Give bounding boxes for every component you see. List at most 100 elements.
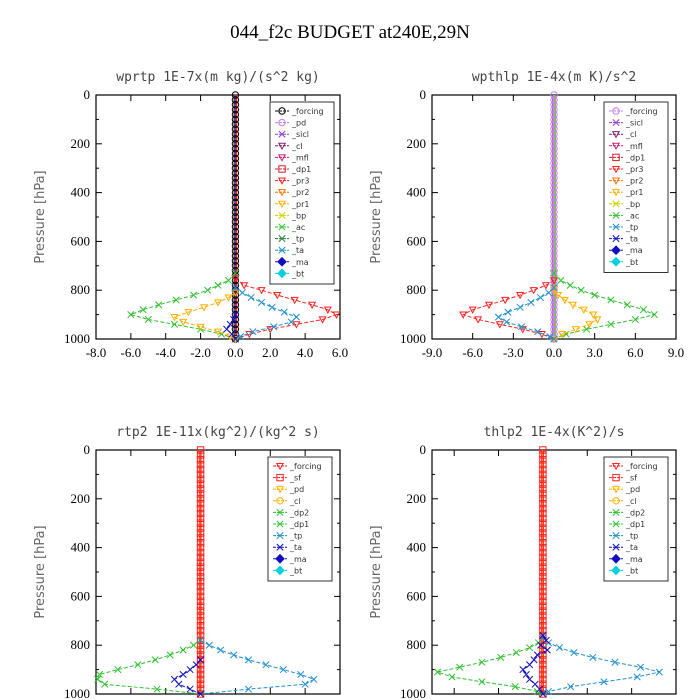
- data-point: [273, 292, 282, 300]
- data-point: [279, 666, 287, 674]
- data-point: [203, 286, 212, 294]
- data-point: [623, 301, 631, 309]
- data-point: [484, 301, 493, 310]
- legend-label: _tp: [289, 532, 302, 541]
- zero-marker: [550, 247, 558, 255]
- zero-marker: [196, 485, 205, 493]
- zero-marker: [231, 101, 240, 109]
- zero-marker: [550, 96, 558, 104]
- y-tick-label: 400: [71, 540, 91, 555]
- zero-marker: [196, 612, 205, 620]
- data-point: [231, 311, 239, 319]
- data-point: [539, 631, 547, 639]
- data-point: [170, 313, 179, 322]
- data-point: [516, 303, 524, 311]
- legend-label: _cl: [291, 142, 303, 151]
- data-point: [568, 301, 578, 310]
- zero-marker: [550, 223, 558, 231]
- data-point: [536, 685, 544, 693]
- y-tick-label: 200: [71, 491, 91, 506]
- data-point: [529, 287, 538, 295]
- data-point: [579, 306, 588, 314]
- legend-marker: [612, 473, 620, 482]
- zero-marker: [539, 612, 547, 620]
- data-point: [237, 333, 245, 341]
- legend-label: _forcing: [291, 107, 324, 116]
- zero-marker: [196, 587, 205, 596]
- data-point: [512, 648, 520, 657]
- zero-marker: [196, 656, 205, 664]
- zero-marker: [196, 519, 205, 527]
- data-point: [224, 276, 233, 284]
- legend-marker: [275, 565, 285, 576]
- data-point: [504, 308, 512, 316]
- legend: _forcing _pd _sicl _cl _mfl _dp1 _pr3 _pr2 _pr1 _…: [269, 101, 335, 285]
- y-axis-label: Pressure [hPa]: [33, 170, 48, 263]
- zero-marker: [231, 96, 240, 104]
- data-point: [631, 315, 639, 324]
- series-line-bp: [129, 272, 236, 340]
- zero-marker: [539, 524, 547, 532]
- data-point: [570, 648, 578, 657]
- zero-marker: [539, 529, 547, 537]
- data-point: [170, 320, 178, 328]
- zero-marker: [231, 135, 240, 143]
- legend-label: _sicl: [625, 119, 643, 128]
- x-tick-label: 4.0: [297, 345, 313, 360]
- zero-marker: [550, 169, 558, 177]
- data-point: [318, 316, 327, 324]
- legend-label: _cl: [289, 497, 301, 506]
- data-point: [537, 331, 546, 339]
- data-point: [459, 311, 468, 319]
- zero-marker: [196, 680, 205, 688]
- zero-marker: [196, 597, 205, 605]
- chart-panel-1: wprtp 1E-7x(m kg)/(s^2 kg) 0 200 400 600 800 1…: [33, 70, 348, 360]
- series-line-tp: [235, 287, 298, 340]
- zero-marker: [196, 490, 205, 498]
- data-point: [186, 666, 194, 674]
- data-point: [550, 335, 558, 343]
- zero-marker: [231, 169, 240, 177]
- zero-marker: [196, 548, 205, 557]
- data-point: [213, 328, 223, 336]
- x-tick-label: 9.0: [668, 345, 684, 360]
- data-point: [214, 281, 222, 289]
- zero-marker: [231, 115, 240, 124]
- data-point: [266, 326, 275, 334]
- data-point: [240, 282, 249, 290]
- zero-marker: [539, 592, 547, 601]
- data-point: [589, 653, 597, 661]
- zero-marker: [539, 578, 547, 586]
- zero-marker: [196, 470, 205, 479]
- x-tick-label: -9.0: [422, 345, 443, 360]
- zero-marker: [539, 539, 547, 547]
- legend: _forcing _sf _pd _cl _dp2 _dp1 _tp _ta _ma _bt: [603, 456, 669, 582]
- data-point: [297, 670, 305, 679]
- zero-marker: [550, 154, 558, 163]
- legend-marker: [611, 462, 621, 471]
- y-axis-label: Pressure [hPa]: [369, 170, 384, 263]
- data-point: [257, 287, 266, 295]
- data-point: [555, 644, 564, 652]
- zero-marker: [196, 504, 205, 513]
- legend-marker: [611, 245, 621, 256]
- zero-marker: [550, 149, 558, 158]
- zero-marker: [196, 578, 205, 586]
- zero-marker: [196, 563, 205, 571]
- zero-marker: [550, 306, 558, 314]
- zero-marker: [539, 558, 547, 566]
- data-point: [557, 276, 565, 284]
- zero-marker: [550, 188, 558, 197]
- legend-label: _dp2: [625, 508, 645, 517]
- data-point: [503, 318, 511, 326]
- data-point: [543, 646, 551, 654]
- data-point: [511, 683, 519, 691]
- zero-marker: [550, 242, 558, 250]
- zero-marker: [550, 135, 558, 143]
- legend-label: _bp: [291, 211, 306, 220]
- zero-marker: [550, 227, 558, 236]
- series-line-pr3: [461, 280, 555, 340]
- data-point: [558, 331, 567, 339]
- data-point: [526, 644, 534, 652]
- zero-marker: [196, 543, 205, 552]
